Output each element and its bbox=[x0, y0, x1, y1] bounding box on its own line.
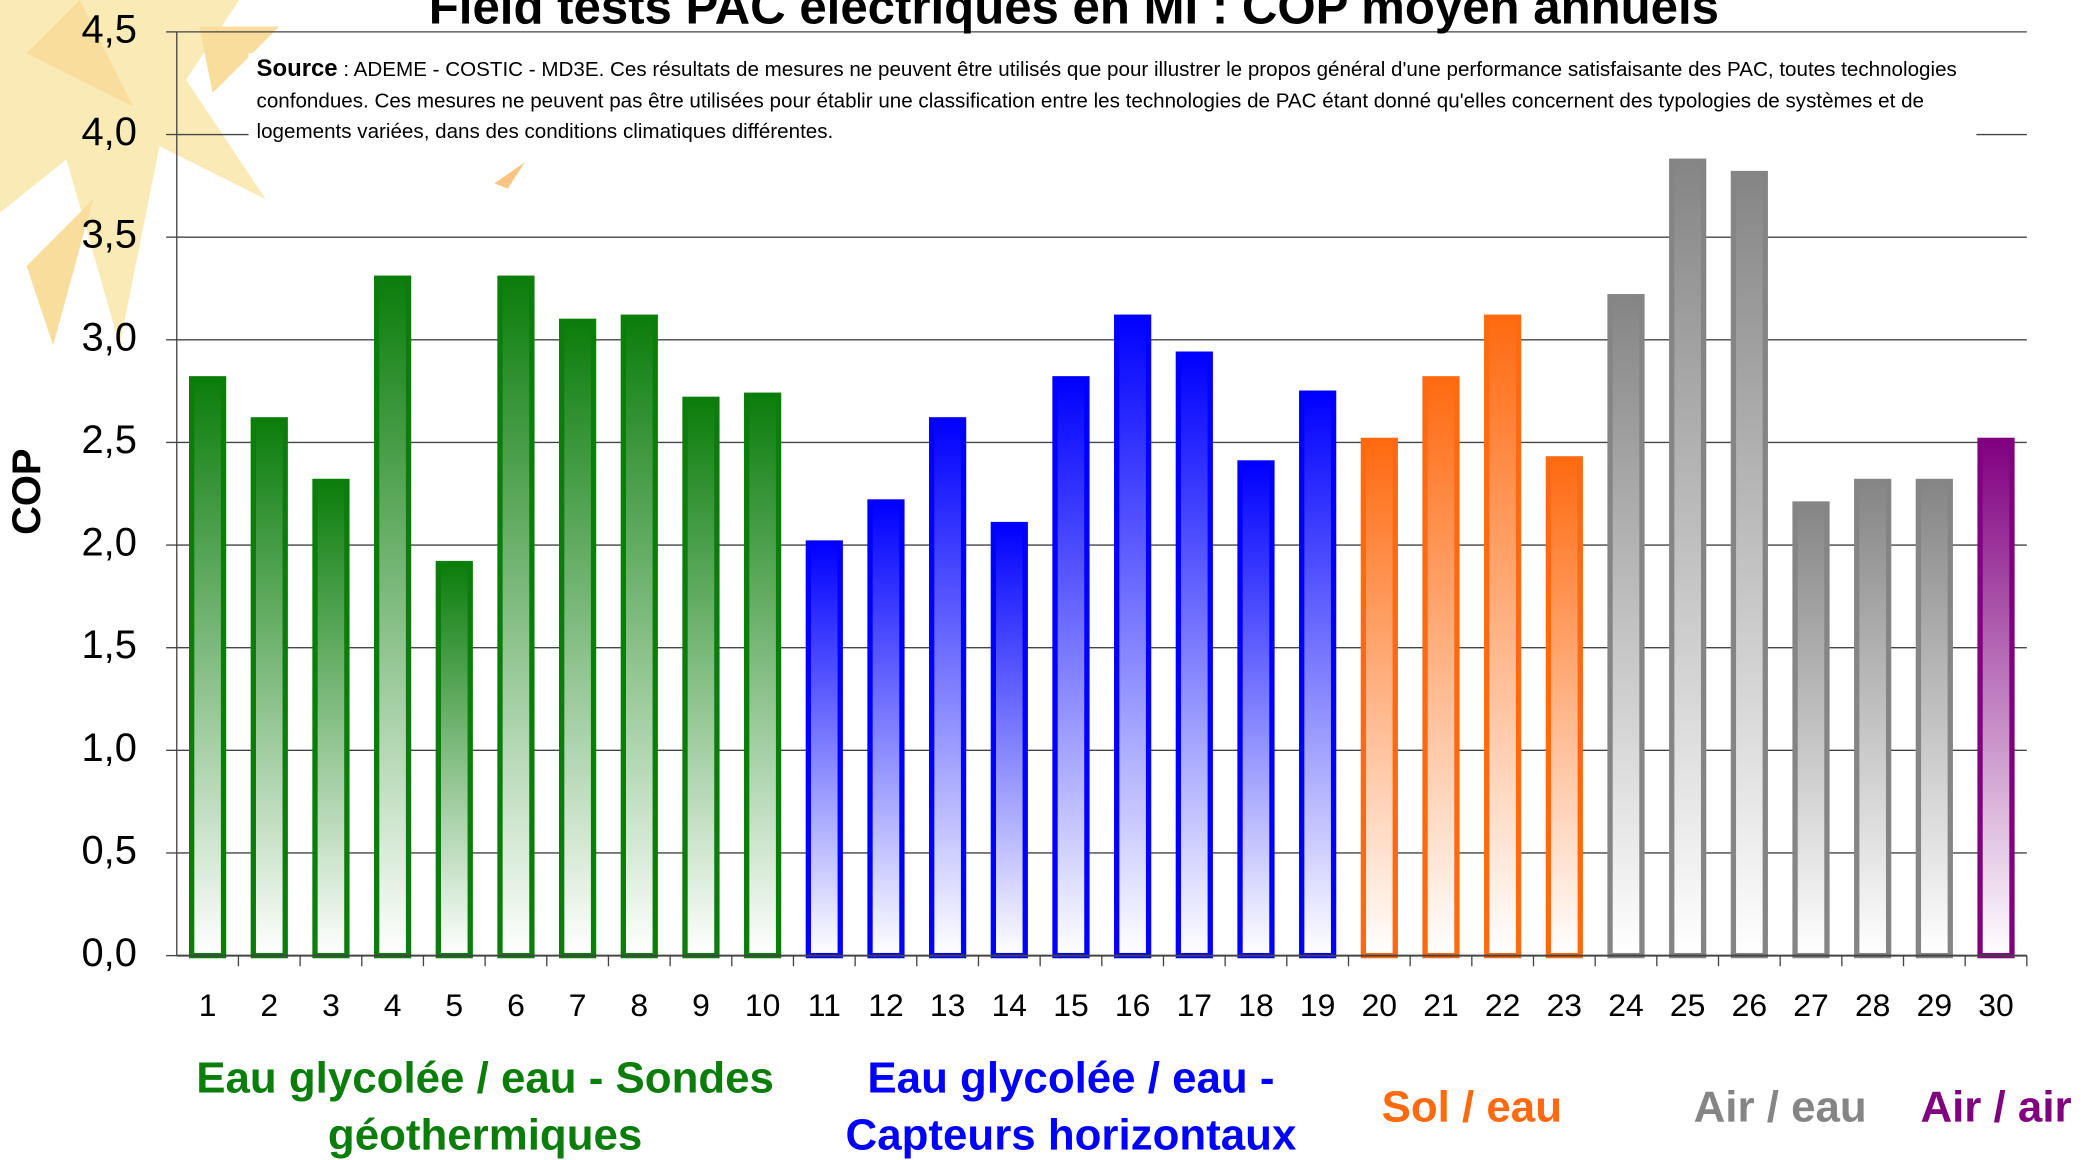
x-tick-label: 3 bbox=[322, 987, 340, 1023]
bar bbox=[1857, 481, 1889, 955]
bar bbox=[685, 399, 717, 955]
x-tick-label: 22 bbox=[1485, 987, 1520, 1023]
y-tick-label: 2,0 bbox=[81, 521, 136, 565]
x-tick-label: 1 bbox=[199, 987, 217, 1023]
bar bbox=[1980, 440, 2012, 955]
x-tick-label: 10 bbox=[745, 987, 780, 1023]
x-tick-label: 30 bbox=[1978, 987, 2013, 1023]
x-tick-label: 24 bbox=[1608, 987, 1643, 1023]
bar bbox=[1610, 297, 1642, 956]
group-label: Air / air bbox=[1837, 1047, 2084, 1160]
x-tick-label: 15 bbox=[1053, 987, 1088, 1023]
x-tick-label: 27 bbox=[1793, 987, 1828, 1023]
bar bbox=[500, 278, 532, 955]
x-tick-label: 13 bbox=[930, 987, 965, 1023]
x-tick-label: 2 bbox=[260, 987, 278, 1023]
bar bbox=[747, 395, 779, 955]
bar bbox=[932, 420, 964, 956]
bar bbox=[1240, 463, 1272, 956]
x-tick-label: 19 bbox=[1300, 987, 1335, 1023]
x-tick-label: 26 bbox=[1732, 987, 1767, 1023]
y-tick-label: 2,5 bbox=[81, 418, 136, 462]
x-tick-label: 20 bbox=[1362, 987, 1397, 1023]
bar bbox=[1672, 161, 1704, 955]
y-axis-label: COP bbox=[5, 449, 49, 535]
group-label: Sol / eau bbox=[1312, 1047, 1631, 1160]
sun-decoration bbox=[0, 0, 525, 346]
bar bbox=[1302, 393, 1334, 955]
bar bbox=[1548, 459, 1580, 956]
bar bbox=[315, 481, 347, 955]
y-tick-label: 3,5 bbox=[81, 213, 136, 257]
bar bbox=[1733, 174, 1765, 956]
x-tick-label: 28 bbox=[1855, 987, 1890, 1023]
bar bbox=[377, 278, 409, 955]
bar bbox=[1117, 317, 1149, 955]
bar bbox=[1795, 504, 1827, 956]
x-tick-label: 14 bbox=[992, 987, 1027, 1023]
bar bbox=[1178, 354, 1210, 955]
bar bbox=[623, 317, 655, 955]
x-tick-label: 29 bbox=[1917, 987, 1952, 1023]
x-tick-label: 7 bbox=[569, 987, 587, 1023]
x-tick-label: 9 bbox=[692, 987, 710, 1023]
chart-title: Field tests PAC électriques en MI : COP … bbox=[429, 0, 1719, 35]
source-note: Source : ADEME - COSTIC - MD3E. Ces résu… bbox=[249, 53, 1977, 154]
bar bbox=[870, 502, 902, 956]
source-label: Source bbox=[257, 54, 338, 81]
x-tick-label: 12 bbox=[868, 987, 903, 1023]
bar bbox=[562, 321, 594, 955]
x-tick-label: 21 bbox=[1423, 987, 1458, 1023]
x-tick-label: 23 bbox=[1547, 987, 1582, 1023]
x-tick-label: 17 bbox=[1177, 987, 1212, 1023]
x-tick-label: 5 bbox=[445, 987, 463, 1023]
y-tick-label: 3,0 bbox=[81, 315, 136, 359]
bar bbox=[993, 525, 1025, 956]
y-tick-label: 0,0 bbox=[81, 931, 136, 975]
group-label: Eau glycolée / eau - Capteurs horizontau… bbox=[793, 1047, 1348, 1160]
page: 0,0 0,5 1,0 1,5 2,0 2,5 3,0 3,5 4,0 4,5 Field tes… bbox=[0, 0, 2084, 1160]
bar bbox=[1487, 317, 1519, 955]
bar bbox=[438, 564, 470, 956]
y-tick-label: 1,5 bbox=[81, 623, 136, 667]
chart: 0,0 0,5 1,0 1,5 2,0 2,5 3,0 3,5 4,0 4,5 Field tes… bbox=[0, 0, 2084, 1160]
bar bbox=[1055, 379, 1087, 956]
x-tick-label: 8 bbox=[630, 987, 648, 1023]
x-tick-label: 11 bbox=[808, 987, 841, 1023]
bar bbox=[253, 420, 285, 956]
bar bbox=[1918, 481, 1950, 955]
x-tick-label: 25 bbox=[1670, 987, 1705, 1023]
y-tick-label: 1,0 bbox=[81, 726, 136, 770]
bar bbox=[192, 379, 224, 956]
x-tick-label: 18 bbox=[1238, 987, 1273, 1023]
source-text: : ADEME - COSTIC - MD3E. Ces résultats d… bbox=[257, 58, 1957, 143]
y-tick-label: 4,5 bbox=[81, 7, 136, 51]
group-label: Eau glycolée / eau - Sondes géothermique… bbox=[177, 1047, 794, 1160]
x-tick-label: 6 bbox=[507, 987, 525, 1023]
x-tick-label: 4 bbox=[384, 987, 402, 1023]
y-tick-label: 4,0 bbox=[81, 110, 136, 154]
y-tick-label: 0,5 bbox=[81, 829, 136, 873]
bar bbox=[1425, 379, 1457, 956]
bar bbox=[1363, 440, 1395, 955]
x-tick-label: 16 bbox=[1115, 987, 1150, 1023]
bar bbox=[808, 543, 840, 956]
